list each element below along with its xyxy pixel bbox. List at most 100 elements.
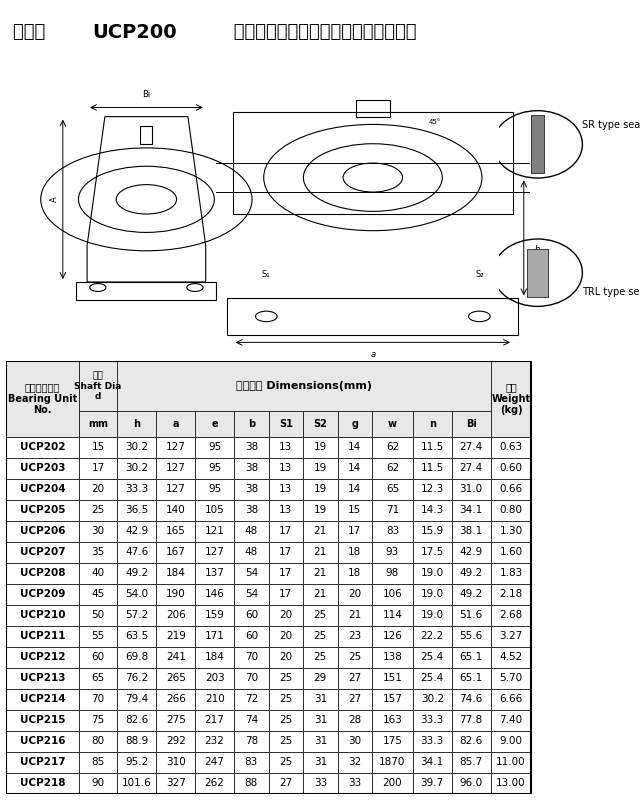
Text: 247: 247 xyxy=(205,757,225,768)
Bar xyxy=(117,436,156,458)
Text: 外型尺寸 Dimensions(mm): 外型尺寸 Dimensions(mm) xyxy=(236,381,372,391)
Bar xyxy=(452,542,491,563)
Bar xyxy=(195,605,234,626)
Bar xyxy=(156,563,195,584)
Bar xyxy=(337,752,372,773)
Bar xyxy=(372,542,413,563)
Text: 48: 48 xyxy=(244,526,258,537)
Text: 25: 25 xyxy=(279,715,292,726)
Text: UCP212: UCP212 xyxy=(20,652,65,662)
Bar xyxy=(269,500,303,520)
Text: 49.2: 49.2 xyxy=(460,569,483,578)
Text: 4.52: 4.52 xyxy=(499,652,523,662)
Bar xyxy=(79,752,117,773)
Bar xyxy=(303,520,337,542)
Text: 101.6: 101.6 xyxy=(122,779,152,788)
Text: 带座轴承型号
Bearing Unit
No.: 带座轴承型号 Bearing Unit No. xyxy=(8,383,77,415)
Text: 35: 35 xyxy=(92,547,104,557)
Bar xyxy=(413,605,452,626)
Text: mm: mm xyxy=(88,419,108,429)
Text: S2: S2 xyxy=(314,419,327,429)
Text: 167: 167 xyxy=(166,547,186,557)
Bar xyxy=(303,626,337,647)
Bar xyxy=(413,689,452,710)
Bar xyxy=(413,773,452,794)
Text: 轴径
Shaft Dia
d: 轴径 Shaft Dia d xyxy=(74,371,122,401)
Text: 74.6: 74.6 xyxy=(460,695,483,704)
Bar xyxy=(303,500,337,520)
Text: 22.2: 22.2 xyxy=(420,631,444,642)
Bar xyxy=(491,668,531,689)
Bar xyxy=(156,605,195,626)
Text: 0.80: 0.80 xyxy=(499,505,522,515)
Text: 38: 38 xyxy=(244,505,258,515)
Bar xyxy=(117,647,156,668)
Text: S₂: S₂ xyxy=(475,269,484,278)
Bar xyxy=(337,731,372,752)
Bar xyxy=(79,584,117,605)
Text: 241: 241 xyxy=(166,652,186,662)
Bar xyxy=(156,773,195,794)
Bar xyxy=(6,647,79,668)
Bar xyxy=(491,500,531,520)
Bar xyxy=(491,436,531,458)
Text: 21: 21 xyxy=(314,526,327,537)
Text: 21: 21 xyxy=(348,610,362,620)
Text: 21: 21 xyxy=(314,569,327,578)
Bar xyxy=(117,479,156,500)
Text: 重量
Weight
(kg): 重量 Weight (kg) xyxy=(492,383,531,415)
Bar xyxy=(195,563,234,584)
Text: 63.5: 63.5 xyxy=(125,631,148,642)
Text: A: A xyxy=(51,196,60,202)
Bar xyxy=(6,361,531,794)
Bar xyxy=(79,411,117,436)
Text: 327: 327 xyxy=(166,779,186,788)
Bar xyxy=(79,773,117,794)
Text: 49.2: 49.2 xyxy=(460,589,483,599)
Text: 1870: 1870 xyxy=(380,757,406,768)
Text: UCP213: UCP213 xyxy=(20,674,65,683)
Text: 21: 21 xyxy=(314,589,327,599)
Text: 82.6: 82.6 xyxy=(460,736,483,747)
Bar xyxy=(117,710,156,731)
Bar xyxy=(195,458,234,479)
Text: 30: 30 xyxy=(348,736,362,747)
Bar xyxy=(303,752,337,773)
Text: 30.2: 30.2 xyxy=(125,464,148,473)
Text: 151: 151 xyxy=(383,674,403,683)
Bar xyxy=(337,626,372,647)
Bar xyxy=(79,710,117,731)
Text: 32: 32 xyxy=(348,757,362,768)
Bar xyxy=(233,112,513,214)
Bar xyxy=(303,458,337,479)
Text: UCP214: UCP214 xyxy=(20,695,65,704)
Bar xyxy=(79,626,117,647)
Bar xyxy=(79,520,117,542)
Bar xyxy=(337,411,372,436)
Text: 232: 232 xyxy=(205,736,225,747)
Bar xyxy=(234,479,269,500)
Text: 6.66: 6.66 xyxy=(499,695,523,704)
Bar xyxy=(6,458,79,479)
Text: g: g xyxy=(351,419,358,429)
Bar xyxy=(117,411,156,436)
Bar xyxy=(337,773,372,794)
Bar xyxy=(76,282,216,301)
Text: UCP215: UCP215 xyxy=(20,715,65,726)
Bar xyxy=(234,710,269,731)
Bar xyxy=(234,411,269,436)
Bar xyxy=(79,436,117,458)
Text: UCP200: UCP200 xyxy=(93,22,177,42)
Text: 39.7: 39.7 xyxy=(420,779,444,788)
Bar xyxy=(117,731,156,752)
Text: h: h xyxy=(133,419,140,429)
Text: UCP207: UCP207 xyxy=(20,547,65,557)
Text: 33: 33 xyxy=(314,779,327,788)
Text: 3.27: 3.27 xyxy=(499,631,523,642)
Bar xyxy=(6,520,79,542)
Text: 2.18: 2.18 xyxy=(499,589,523,599)
Bar xyxy=(372,584,413,605)
Bar xyxy=(372,647,413,668)
Text: 38: 38 xyxy=(244,442,258,452)
Bar xyxy=(372,479,413,500)
